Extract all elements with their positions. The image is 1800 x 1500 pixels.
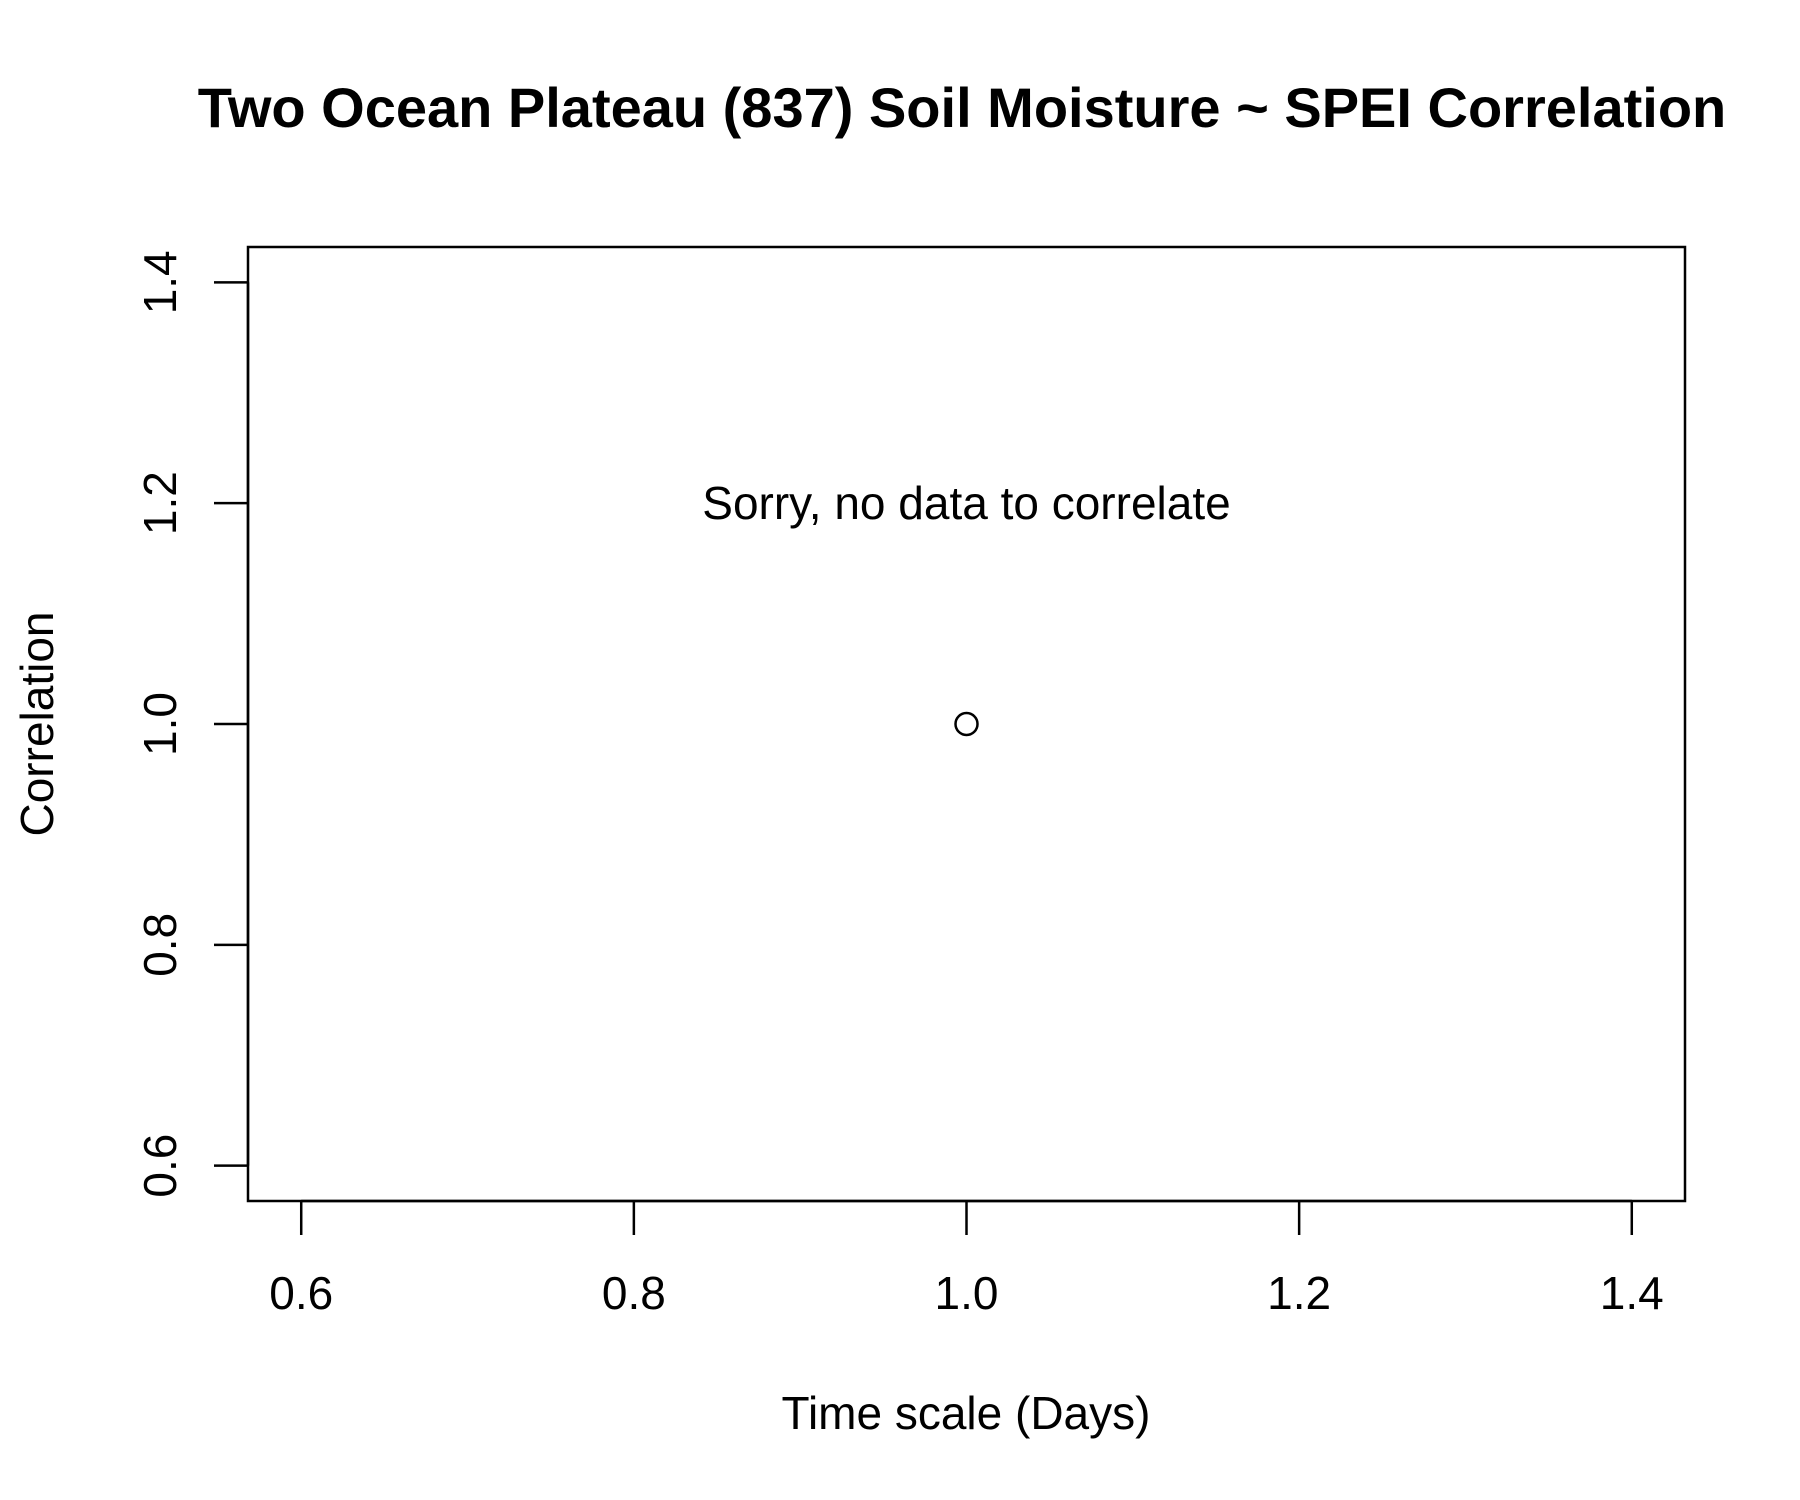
x-tick-label: 1.0	[935, 1267, 999, 1319]
chart-title: Two Ocean Plateau (837) Soil Moisture ~ …	[198, 76, 1726, 139]
y-tick-label: 0.6	[134, 1134, 186, 1198]
y-tick-label: 1.0	[134, 692, 186, 756]
y-axis: 0.6 0.8 1.0 1.2 1.4	[134, 250, 250, 1198]
y-axis-label: Correlation	[11, 612, 63, 837]
y-tick-label: 0.8	[134, 913, 186, 977]
x-axis: 0.6 0.8 1.0 1.2 1.4	[269, 1199, 1664, 1319]
x-axis-label: Time scale (Days)	[782, 1387, 1151, 1439]
data-points	[954, 711, 979, 737]
data-point	[954, 711, 979, 737]
x-tick-label: 1.2	[1267, 1267, 1331, 1319]
annotations: Sorry, no data to correlate	[702, 477, 1230, 529]
x-tick-label: 0.6	[269, 1267, 333, 1319]
y-tick-label: 1.4	[134, 250, 186, 314]
x-tick-label: 0.8	[602, 1267, 666, 1319]
y-tick-label: 1.2	[134, 471, 186, 535]
x-tick-label: 1.4	[1600, 1267, 1664, 1319]
no-data-message: Sorry, no data to correlate	[702, 477, 1230, 529]
